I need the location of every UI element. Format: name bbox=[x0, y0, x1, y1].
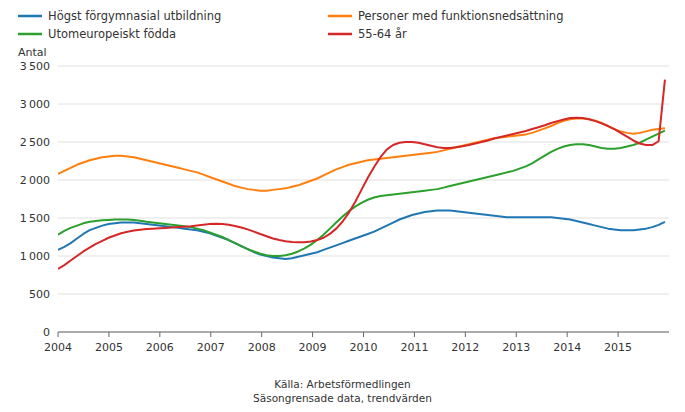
x-tick bbox=[465, 332, 466, 337]
x-tick-label: 2011 bbox=[400, 341, 428, 354]
x-tick-label: 2013 bbox=[502, 341, 530, 354]
line bbox=[58, 131, 665, 256]
grid-line bbox=[58, 180, 669, 181]
legend-label: 55-64 år bbox=[358, 27, 407, 41]
grid bbox=[58, 66, 669, 332]
y-tick-label: 1 000 bbox=[20, 250, 50, 263]
legend-swatch bbox=[328, 33, 352, 36]
x-tick bbox=[159, 332, 160, 337]
y-tick-label: 1 500 bbox=[20, 212, 50, 225]
source-line: Säsongrensade data, trendvärden bbox=[253, 392, 432, 404]
x-tick-label: 2008 bbox=[248, 341, 276, 354]
x-tick-label: 2004 bbox=[44, 341, 72, 354]
legend-swatch bbox=[18, 15, 42, 18]
legend-swatch bbox=[328, 15, 352, 18]
x-tick-label: 2005 bbox=[95, 341, 123, 354]
lines bbox=[58, 80, 665, 269]
x-tick bbox=[210, 332, 211, 337]
y-tick-label: 3 000 bbox=[20, 98, 50, 111]
grid-line bbox=[58, 104, 669, 105]
line bbox=[58, 80, 665, 269]
y-axis-label: Antal bbox=[18, 46, 47, 59]
grid-line bbox=[58, 218, 669, 219]
line bbox=[58, 118, 665, 190]
x-tick bbox=[108, 332, 109, 337]
y-tick-label: 0 bbox=[43, 326, 50, 339]
legend-label: Personer med funktionsnedsättning bbox=[358, 9, 563, 23]
y-tick-label: 3 500 bbox=[20, 60, 50, 73]
x-tick bbox=[261, 332, 262, 337]
x-tick-label: 2012 bbox=[451, 341, 479, 354]
legend-label: Högst förgymnasial utbildning bbox=[48, 9, 221, 23]
legend: Högst förgymnasial utbildning Personer me… bbox=[18, 9, 563, 41]
x-tick bbox=[516, 332, 517, 337]
x-tick bbox=[58, 332, 59, 337]
line bbox=[58, 210, 665, 259]
source-line: Källa: Arbetsförmedlingen bbox=[274, 378, 410, 390]
x-axis bbox=[58, 332, 669, 333]
grid-line bbox=[58, 66, 669, 67]
x-tick bbox=[312, 332, 313, 337]
y-tick-label: 2 000 bbox=[20, 174, 50, 187]
x-tick bbox=[618, 332, 619, 337]
x-tick-label: 2006 bbox=[146, 341, 174, 354]
x-tick-label: 2010 bbox=[350, 341, 378, 354]
x-tick-label: 2014 bbox=[553, 341, 581, 354]
legend-swatch bbox=[18, 33, 42, 36]
x-tick bbox=[414, 332, 415, 337]
y-tick-label: 2 500 bbox=[20, 136, 50, 149]
grid-line bbox=[58, 256, 669, 257]
x-tick-label: 2007 bbox=[197, 341, 225, 354]
x-tick bbox=[363, 332, 364, 337]
y-tick-label: 500 bbox=[29, 288, 50, 301]
grid-line bbox=[58, 142, 669, 143]
grid-line bbox=[58, 332, 669, 333]
source-note: Källa: Arbetsförmedlingen Säsongrensade d… bbox=[253, 378, 432, 404]
chart: 0 500 1 000 1 500 2 000 2 500 3 000 3 500 2004 20… bbox=[0, 0, 685, 412]
legend-label: Utomeuropeiskt födda bbox=[48, 27, 176, 41]
grid-line bbox=[58, 294, 669, 295]
x-tick-label: 2009 bbox=[299, 341, 327, 354]
x-tick-label: 2015 bbox=[604, 341, 632, 354]
x-tick bbox=[567, 332, 568, 337]
